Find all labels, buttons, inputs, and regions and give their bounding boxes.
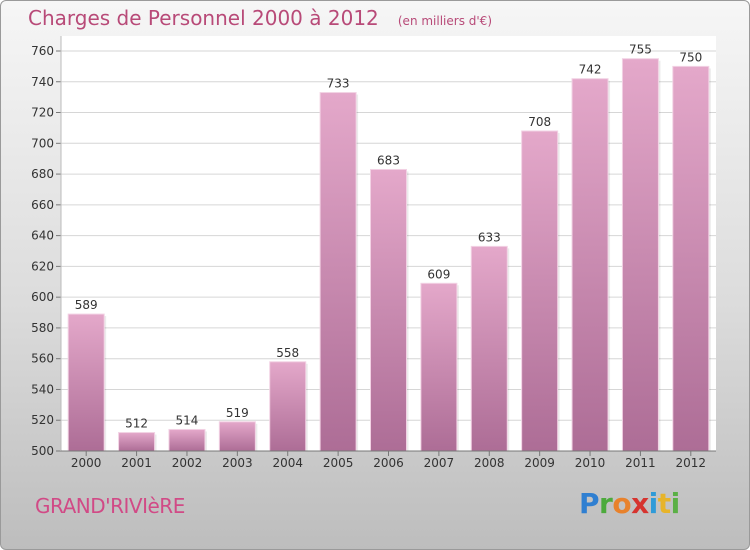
- bar-value-label: 708: [528, 115, 551, 129]
- chart-title: Charges de Personnel 2000 à 2012: [28, 6, 379, 30]
- bar-value-label: 750: [679, 50, 702, 64]
- bar-value-label: 755: [629, 43, 652, 57]
- y-tick-label: 580: [31, 321, 54, 335]
- x-tick-label: 2001: [121, 456, 152, 470]
- bar: [67, 313, 105, 452]
- bar-value-label: 519: [226, 406, 249, 420]
- bar-value-label: 558: [276, 346, 299, 360]
- y-tick-label: 560: [31, 352, 54, 366]
- y-tick-label: 500: [31, 444, 54, 458]
- y-tick-label: 760: [31, 44, 54, 58]
- y-tick-label: 540: [31, 382, 54, 396]
- bar: [218, 421, 256, 452]
- x-tick-label: 2005: [323, 456, 354, 470]
- y-tick-label: 740: [31, 75, 54, 89]
- brand-letter: t: [657, 487, 671, 520]
- bar-value-label: 742: [579, 63, 602, 77]
- bar: [571, 78, 609, 452]
- brand-letter: P: [579, 487, 600, 520]
- y-tick-label: 620: [31, 259, 54, 273]
- y-tick-label: 680: [31, 167, 54, 181]
- bars: 589 512 514 519 558 733 683 609 633 708 742 755 750: [67, 43, 711, 452]
- bar: [420, 282, 458, 452]
- brand-letter: x: [631, 487, 649, 520]
- x-tick-label: 2008: [474, 456, 505, 470]
- y-axis-ticks: 500 520 540 560 580 600 620 640 660 680 700 720 740 7…: [31, 36, 62, 458]
- bar: [521, 130, 559, 452]
- bar: [319, 92, 357, 452]
- bar: [370, 168, 407, 452]
- brand-letter: r: [599, 487, 613, 520]
- bar-value-label: 633: [478, 230, 501, 244]
- x-tick-label: 2007: [424, 456, 455, 470]
- brand-logo: Proxiti: [579, 487, 680, 520]
- y-tick-label: 600: [31, 290, 54, 304]
- x-tick-label: 2004: [272, 456, 303, 470]
- bar: [672, 65, 710, 452]
- brand-letter: i: [648, 487, 659, 520]
- chart-unit-note: (en milliers d'€): [397, 14, 492, 28]
- bar-value-label: 683: [377, 153, 400, 167]
- bar: [470, 245, 508, 452]
- place-name: GRAND'RIVIèRE: [35, 494, 185, 518]
- x-tick-label: 2002: [172, 456, 203, 470]
- bar: [621, 58, 659, 452]
- title-row: Charges de Personnel 2000 à 2012 (en mil…: [28, 6, 492, 30]
- bar-value-label: 609: [427, 267, 450, 281]
- x-tick-label: 2000: [71, 456, 102, 470]
- y-tick-label: 640: [31, 229, 54, 243]
- x-tick-label: 2012: [676, 456, 707, 470]
- y-tick-label: 520: [31, 413, 54, 427]
- y-tick-label: 720: [31, 106, 54, 120]
- bar: [118, 432, 156, 452]
- bar-value-label: 514: [176, 413, 199, 427]
- bar-value-label: 733: [327, 77, 350, 91]
- bar-value-label: 589: [75, 298, 98, 312]
- x-axis-ticks: 2000 2001 2002 2003 2004 2005 2006 2007 2008 2009…: [61, 450, 716, 470]
- y-tick-label: 700: [31, 136, 54, 150]
- x-tick-label: 2006: [373, 456, 404, 470]
- brand-letter: i: [670, 487, 681, 520]
- bar: [168, 428, 206, 452]
- brand-letter: o: [612, 487, 632, 520]
- y-tick-label: 660: [31, 198, 54, 212]
- bar: [269, 361, 307, 452]
- x-tick-label: 2011: [625, 456, 656, 470]
- x-tick-label: 2010: [575, 456, 606, 470]
- x-tick-label: 2003: [222, 456, 253, 470]
- x-tick-label: 2009: [524, 456, 555, 470]
- bar-value-label: 512: [125, 417, 148, 431]
